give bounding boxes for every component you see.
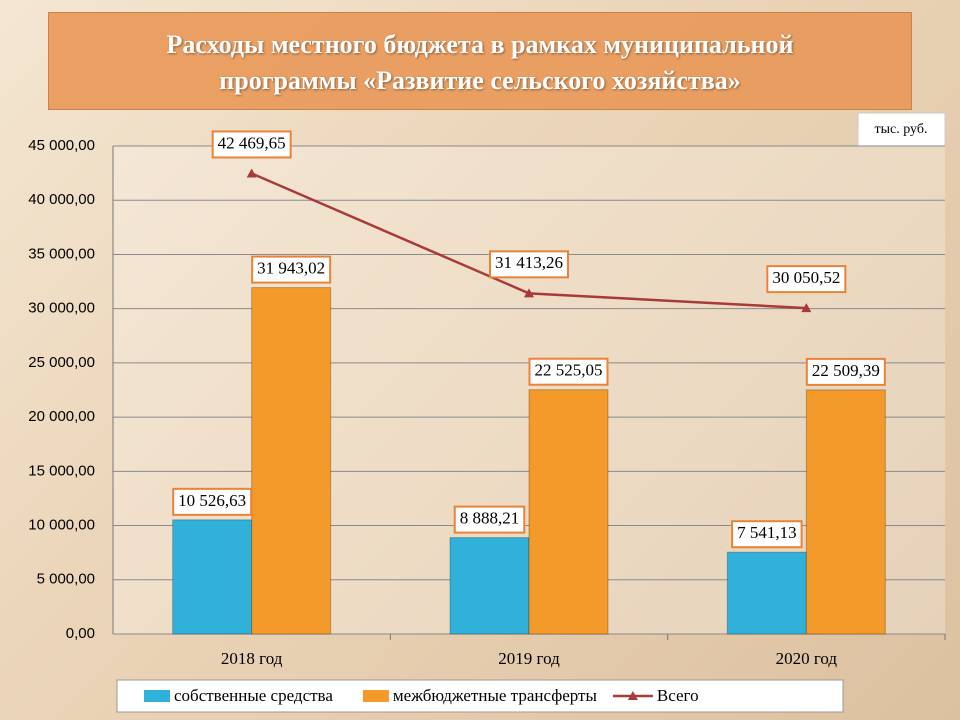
legend-label: собственные средства <box>174 686 333 705</box>
legend-swatch <box>362 690 389 702</box>
value-label-box <box>766 265 847 294</box>
x-tick-label: 2020 год <box>776 649 838 668</box>
legend-swatch <box>627 691 638 700</box>
y-tick-label: 15 000,00 <box>28 462 95 479</box>
y-tick-label: 35 000,00 <box>28 245 95 262</box>
value-label-box <box>731 520 803 549</box>
value-label-box <box>453 505 526 534</box>
legend-swatch <box>144 690 170 702</box>
bar <box>172 519 253 635</box>
value-label: 31 943,02 <box>257 259 325 278</box>
value-label-box <box>172 487 253 516</box>
value-label: 30 050,52 <box>772 268 840 287</box>
legend-box <box>116 679 844 713</box>
y-tick-label: 10 000,00 <box>28 517 95 534</box>
y-tick-label: 45 000,00 <box>28 137 95 154</box>
value-label: 10 526,63 <box>178 491 246 510</box>
value-label: 8 888,21 <box>460 509 520 528</box>
y-tick-label: 5 000,00 <box>37 571 95 588</box>
value-label-box <box>211 130 292 159</box>
legend-label: Всего <box>657 686 699 705</box>
bar <box>251 287 332 635</box>
value-label: 42 469,65 <box>218 133 286 152</box>
unit-label: тыс. руб. <box>875 122 928 137</box>
bar <box>726 551 807 635</box>
y-tick-label: 30 000,00 <box>28 300 95 317</box>
y-tick-label: 25 000,00 <box>28 354 95 371</box>
value-label: 7 541,13 <box>737 523 797 542</box>
line-marker <box>246 168 257 178</box>
value-label: 22 509,39 <box>812 361 880 380</box>
y-tick-label: 40 000,00 <box>28 191 95 208</box>
value-label-box <box>489 250 569 279</box>
value-label-box <box>528 357 609 386</box>
chart-title: Расходы местного бюджета в рамках муници… <box>48 12 912 110</box>
y-tick-label: 0,00 <box>66 625 95 642</box>
value-label: 22 525,05 <box>535 361 603 380</box>
x-tick-label: 2019 год <box>498 649 560 668</box>
value-label-box <box>251 255 332 284</box>
value-label: 31 413,26 <box>495 253 563 272</box>
legend-label: межбюджетные трансферты <box>393 686 598 705</box>
x-tick-label: 2018 год <box>221 649 283 668</box>
value-label-box <box>805 357 886 386</box>
bar <box>528 389 609 635</box>
line-marker <box>524 288 534 298</box>
bar <box>449 537 530 635</box>
y-tick-label: 20 000,00 <box>28 408 95 425</box>
unit-box <box>857 112 946 147</box>
bar <box>805 389 886 635</box>
line-marker <box>801 303 812 313</box>
